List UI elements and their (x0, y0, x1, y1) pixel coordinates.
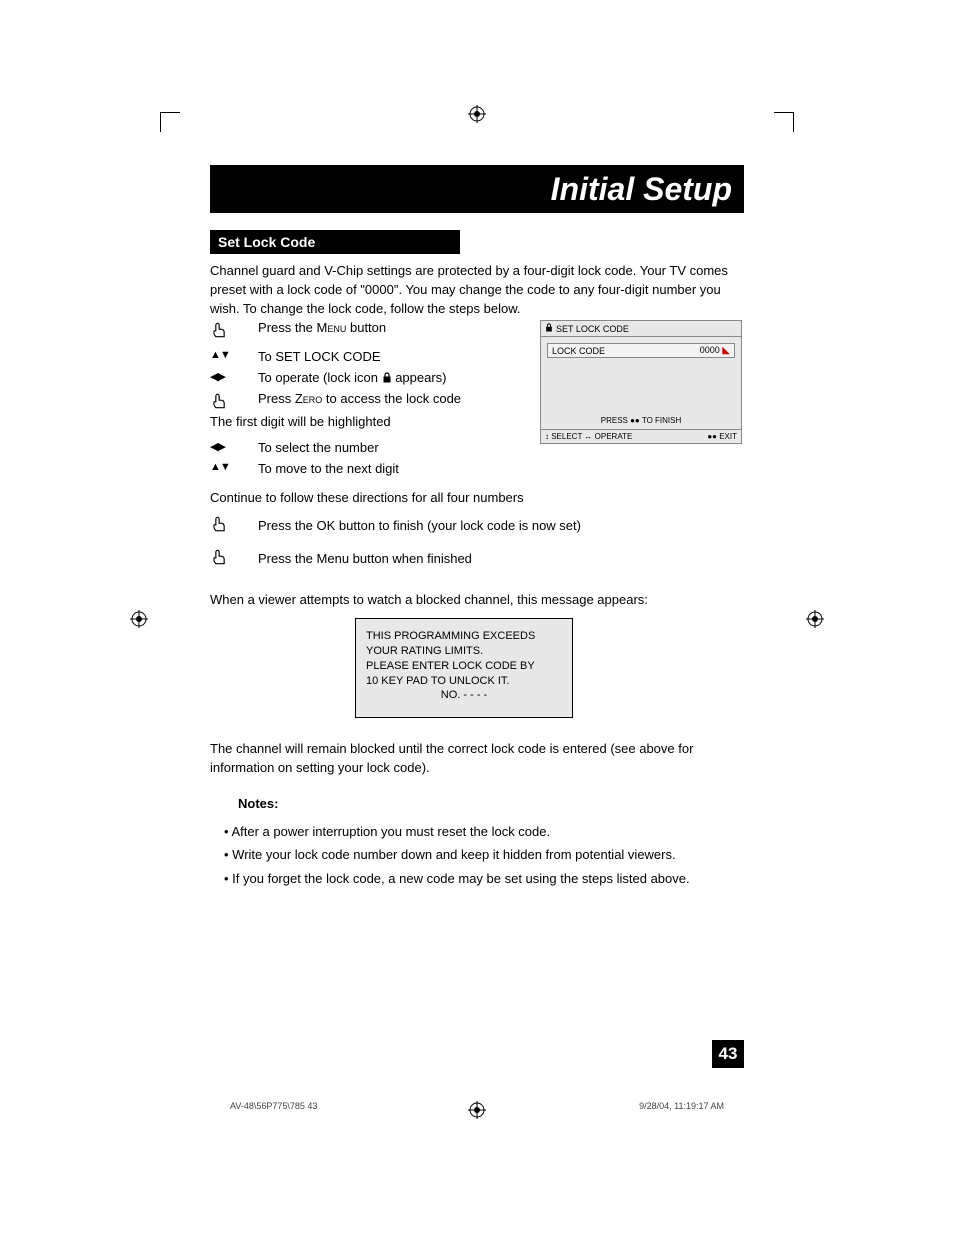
step-row: Press Zero to access the lock code (210, 391, 461, 414)
continue-text: Continue to follow these directions for … (210, 490, 524, 505)
remain-text: The channel will remain blocked until th… (210, 740, 744, 778)
note-item: Write your lock code number down and kee… (224, 843, 744, 866)
step-text: Press the OK button to finish (your lock… (258, 518, 581, 533)
footer-left: AV-48\56P775\785 43 (230, 1101, 317, 1111)
msg-line: THIS PROGRAMMING EXCEEDS (366, 629, 562, 644)
crop-mark (774, 112, 794, 113)
footer-right: 9/28/04, 11:19:17 AM (639, 1101, 724, 1111)
osd-foot-right: ●● EXIT (707, 432, 737, 441)
osd-row-value: 0000 ◣ (700, 345, 730, 356)
step-row: ▲▼ To SET LOCK CODE (210, 349, 461, 364)
step-row: ◀▶ To select the number (210, 440, 399, 455)
page-title: Initial Setup (210, 165, 744, 213)
registration-mark-icon (130, 610, 148, 628)
pointer-icon: ◣ (722, 345, 730, 356)
viewer-text: When a viewer attempts to watch a blocke… (210, 592, 648, 607)
hand-press-icon (210, 514, 258, 537)
step-text: To select the number (258, 440, 379, 455)
hand-press-icon (210, 391, 258, 414)
step-row: Press the Menu button (210, 320, 461, 343)
note-item: After a power interruption you must rese… (224, 820, 744, 843)
blocked-message-box: THIS PROGRAMMING EXCEEDS YOUR RATING LIM… (355, 618, 573, 718)
step-text: To move to the next digit (258, 461, 399, 476)
step-text: To SET LOCK CODE (258, 349, 381, 364)
left-right-arrow-icon: ◀▶ (210, 440, 258, 453)
up-down-arrow-icon: ▲▼ (210, 349, 258, 361)
step-text: To operate (lock icon appears) (258, 370, 447, 385)
step-text: Press the Menu button when finished (258, 551, 472, 566)
step-row: Press the OK button to finish (your lock… (210, 514, 581, 537)
steps-group-2: ◀▶ To select the number ▲▼ To move to th… (210, 440, 399, 482)
msg-line: 10 KEY PAD TO UNLOCK IT. (366, 674, 562, 689)
step-text: Press the Menu button (258, 320, 386, 335)
up-down-arrow-icon: ▲▼ (210, 461, 258, 473)
osd-foot-left: ↕ SELECT ↔ OPERATE (545, 432, 632, 441)
osd-footer: ↕ SELECT ↔ OPERATE ●● EXIT (541, 429, 741, 443)
crop-mark (793, 112, 794, 132)
steps-group-1: Press the Menu button ▲▼ To SET LOCK COD… (210, 320, 461, 420)
steps-group-3: Press the OK button to finish (your lock… (210, 514, 581, 580)
osd-lock-row: LOCK CODE 0000 ◣ (547, 343, 735, 358)
section-heading: Set Lock Code (210, 230, 460, 254)
osd-title-text: SET LOCK CODE (556, 324, 629, 334)
notes-list: After a power interruption you must rese… (224, 820, 744, 890)
step-row: ◀▶ To operate (lock icon appears) (210, 370, 461, 385)
registration-mark-icon (468, 1101, 486, 1119)
page-number: 43 (712, 1040, 744, 1068)
osd-press-hint: PRESS ●● TO FINISH (541, 416, 741, 425)
note-item: If you forget the lock code, a new code … (224, 867, 744, 890)
msg-line: NO. - - - - (366, 688, 562, 703)
step-text: Press Zero to access the lock code (258, 391, 461, 406)
left-right-arrow-icon: ◀▶ (210, 370, 258, 383)
step-row: ▲▼ To move to the next digit (210, 461, 399, 476)
msg-line: YOUR RATING LIMITS. (366, 644, 562, 659)
hand-press-icon (210, 547, 258, 570)
crop-mark (160, 112, 161, 132)
osd-row-label: LOCK CODE (552, 346, 605, 356)
hand-press-icon (210, 320, 258, 343)
crop-mark (160, 112, 180, 113)
notes-heading: Notes: (238, 796, 278, 811)
step-row: Press the Menu button when finished (210, 547, 581, 570)
registration-mark-icon (468, 105, 486, 123)
manual-page: Initial Setup Set Lock Code Channel guar… (0, 0, 954, 1235)
lock-icon (545, 323, 553, 334)
osd-title-bar: SET LOCK CODE (541, 321, 741, 337)
lock-icon (382, 370, 392, 385)
osd-screenshot: SET LOCK CODE LOCK CODE 0000 ◣ PRESS ●● … (540, 320, 742, 444)
msg-line: PLEASE ENTER LOCK CODE BY (366, 659, 562, 674)
osd-body: LOCK CODE 0000 ◣ PRESS ●● TO FINISH (541, 337, 741, 429)
first-digit-text: The first digit will be highlighted (210, 414, 391, 429)
registration-mark-icon (806, 610, 824, 628)
intro-paragraph: Channel guard and V-Chip settings are pr… (210, 262, 744, 319)
